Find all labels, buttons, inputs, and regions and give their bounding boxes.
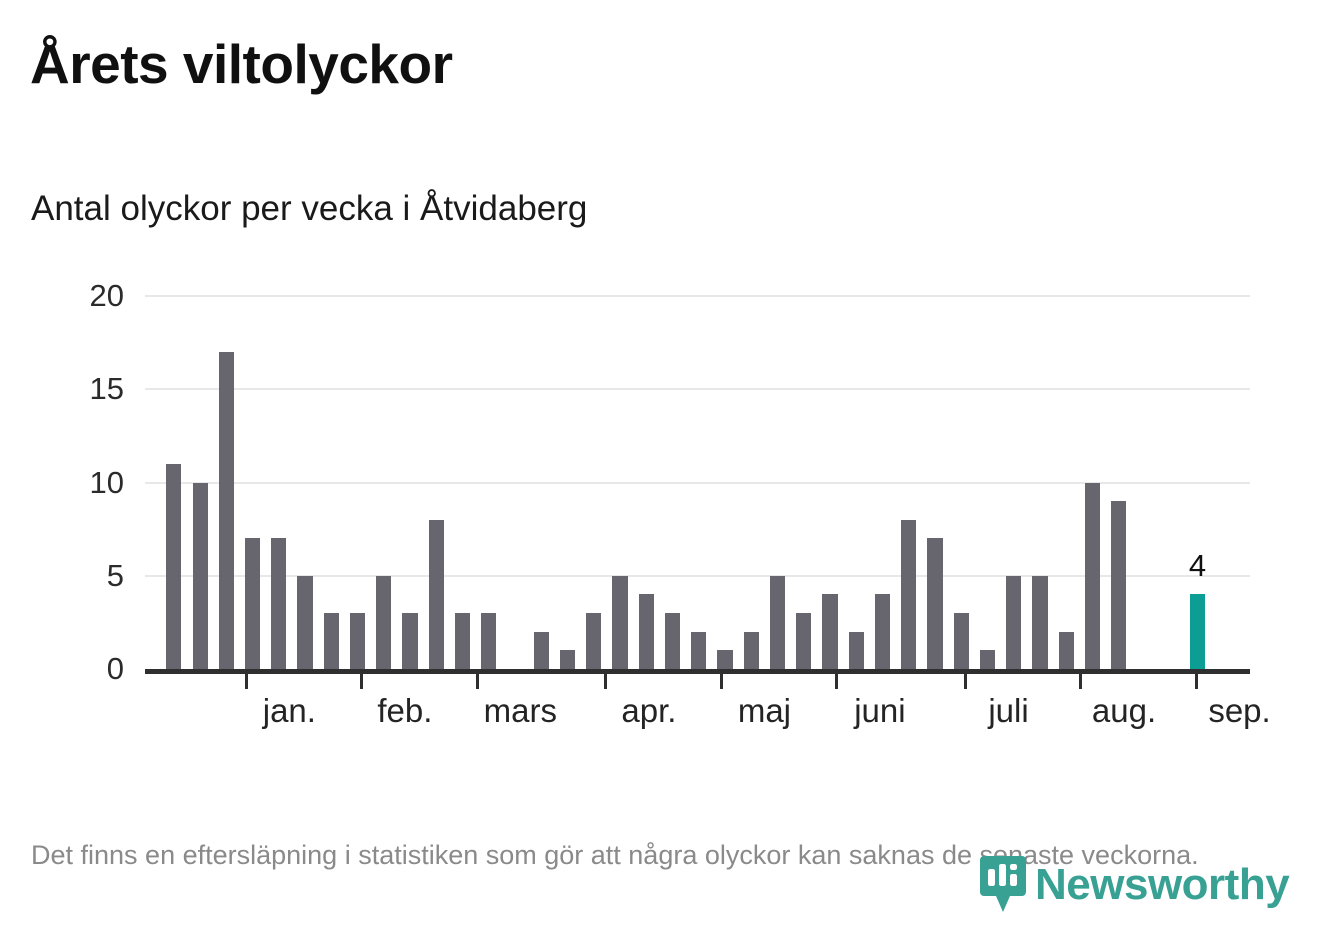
gridline xyxy=(145,481,1250,484)
gridline xyxy=(145,388,1250,391)
x-axis-month-label: mars xyxy=(483,692,557,729)
bar[interactable] xyxy=(218,351,234,669)
bar[interactable] xyxy=(769,575,786,669)
bar[interactable] xyxy=(192,482,208,669)
bar[interactable] xyxy=(1032,575,1048,669)
x-axis-month-label: juli xyxy=(988,692,1029,729)
bar[interactable] xyxy=(848,631,864,669)
newsworthy-logo[interactable]: Newsworthy xyxy=(980,856,1290,914)
bar[interactable] xyxy=(402,613,418,669)
x-axis-tick xyxy=(604,669,608,689)
page-title: Årets viltolyckor xyxy=(30,33,453,95)
bar-series: 4 xyxy=(145,270,1250,669)
bar[interactable] xyxy=(1006,575,1022,669)
x-axis-tick xyxy=(475,669,479,689)
bar[interactable] xyxy=(376,575,392,669)
x-axis-month-label: apr. xyxy=(621,692,677,729)
bar[interactable] xyxy=(743,631,759,669)
bar[interactable] xyxy=(349,613,366,669)
x-axis-tick xyxy=(244,669,248,689)
bar[interactable] xyxy=(822,594,838,669)
bar[interactable] xyxy=(796,613,812,669)
x-axis-tick xyxy=(360,669,364,689)
bar[interactable] xyxy=(245,538,261,669)
x-axis-month-label: juni xyxy=(854,692,906,729)
x-axis-tick xyxy=(963,669,967,689)
y-axis-tick-label: 5 xyxy=(106,557,124,593)
gridline xyxy=(145,574,1250,577)
bar[interactable] xyxy=(481,613,497,669)
x-axis-month-label: maj xyxy=(737,692,792,729)
bar[interactable] xyxy=(166,463,182,669)
bar[interactable] xyxy=(612,575,628,669)
x-axis-tick xyxy=(1079,669,1083,689)
y-axis-tick-label: 0 xyxy=(106,651,124,686)
bar-value-label: 4 xyxy=(1188,548,1207,584)
x-axis-month-label: jan. xyxy=(262,692,316,729)
bar[interactable] xyxy=(323,613,339,669)
bar-chart: 0 5 10 15 20 4 jan. feb. mars apr. maj juni juli au… xyxy=(0,270,1322,760)
chart-subtitle: Antal olyckor per vecka i Åtvidaberg xyxy=(31,189,588,228)
bar[interactable] xyxy=(1084,482,1101,669)
bar[interactable] xyxy=(559,650,576,669)
bar[interactable] xyxy=(953,613,969,669)
x-axis-tick xyxy=(1194,669,1198,689)
bar[interactable] xyxy=(901,519,917,669)
bar-highlighted[interactable] xyxy=(1189,594,1206,669)
bar[interactable] xyxy=(638,594,654,669)
x-axis-month-label: aug. xyxy=(1091,692,1157,729)
bar[interactable] xyxy=(1058,631,1074,669)
bar[interactable] xyxy=(1111,501,1127,669)
y-axis-tick-label: 10 xyxy=(89,464,124,500)
x-axis-line xyxy=(145,669,1250,674)
chart-bubble-icon xyxy=(980,856,1026,914)
bar[interactable] xyxy=(586,613,602,669)
bar[interactable] xyxy=(664,613,681,669)
bar[interactable] xyxy=(717,650,733,669)
x-axis-tick xyxy=(719,669,723,689)
bar[interactable] xyxy=(271,538,287,669)
bar[interactable] xyxy=(454,613,471,669)
x-axis-month-label: sep. xyxy=(1208,692,1271,729)
y-axis-tick-label: 15 xyxy=(89,371,124,407)
gridline xyxy=(145,295,1250,297)
logo-wordmark: Newsworthy xyxy=(1035,860,1290,909)
bar[interactable] xyxy=(874,594,891,669)
x-axis-month-label: feb. xyxy=(377,692,433,729)
bar[interactable] xyxy=(297,575,313,669)
bar[interactable] xyxy=(533,631,549,669)
bar[interactable] xyxy=(927,538,943,669)
bar[interactable] xyxy=(428,519,444,669)
y-axis-tick-label: 20 xyxy=(89,278,124,313)
bar[interactable] xyxy=(691,631,707,669)
x-axis-tick xyxy=(835,669,839,689)
bar[interactable] xyxy=(979,650,996,669)
